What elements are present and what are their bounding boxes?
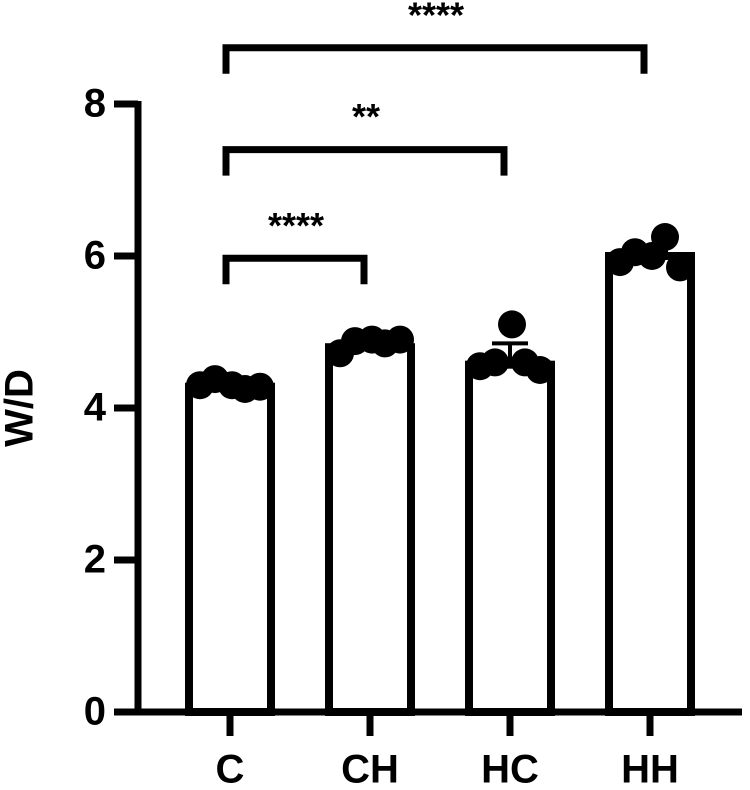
- significance-label: ****: [268, 205, 324, 246]
- x-tick-label: HH: [621, 748, 679, 790]
- data-point: [481, 348, 509, 377]
- data-point: [651, 223, 679, 251]
- y-tick-label: 0: [84, 690, 106, 734]
- x-tick-label: CH: [341, 748, 399, 790]
- bar: [325, 343, 415, 716]
- y-axis-label: W/D: [0, 369, 42, 447]
- bar: [605, 252, 695, 716]
- data-point: [246, 372, 274, 401]
- significance-bracket: [222, 254, 368, 285]
- error-bar: [492, 341, 528, 365]
- significance-label: **: [352, 96, 380, 137]
- data-point: [666, 253, 694, 282]
- x-tick-label: HC: [481, 748, 539, 790]
- y-tick-label: 8: [84, 82, 106, 126]
- y-tick-label: 6: [84, 234, 106, 278]
- significance-bracket: [222, 146, 508, 176]
- data-point: [526, 356, 554, 384]
- significance-bracket: [222, 44, 648, 74]
- bar: [185, 382, 275, 716]
- y-tick-label: 2: [84, 538, 106, 582]
- data-point: [498, 310, 526, 339]
- significance-label: ****: [408, 0, 464, 35]
- bar: [465, 360, 555, 716]
- data-point: [386, 325, 414, 354]
- y-tick-label: 4: [84, 386, 107, 430]
- x-tick-label: C: [216, 748, 245, 790]
